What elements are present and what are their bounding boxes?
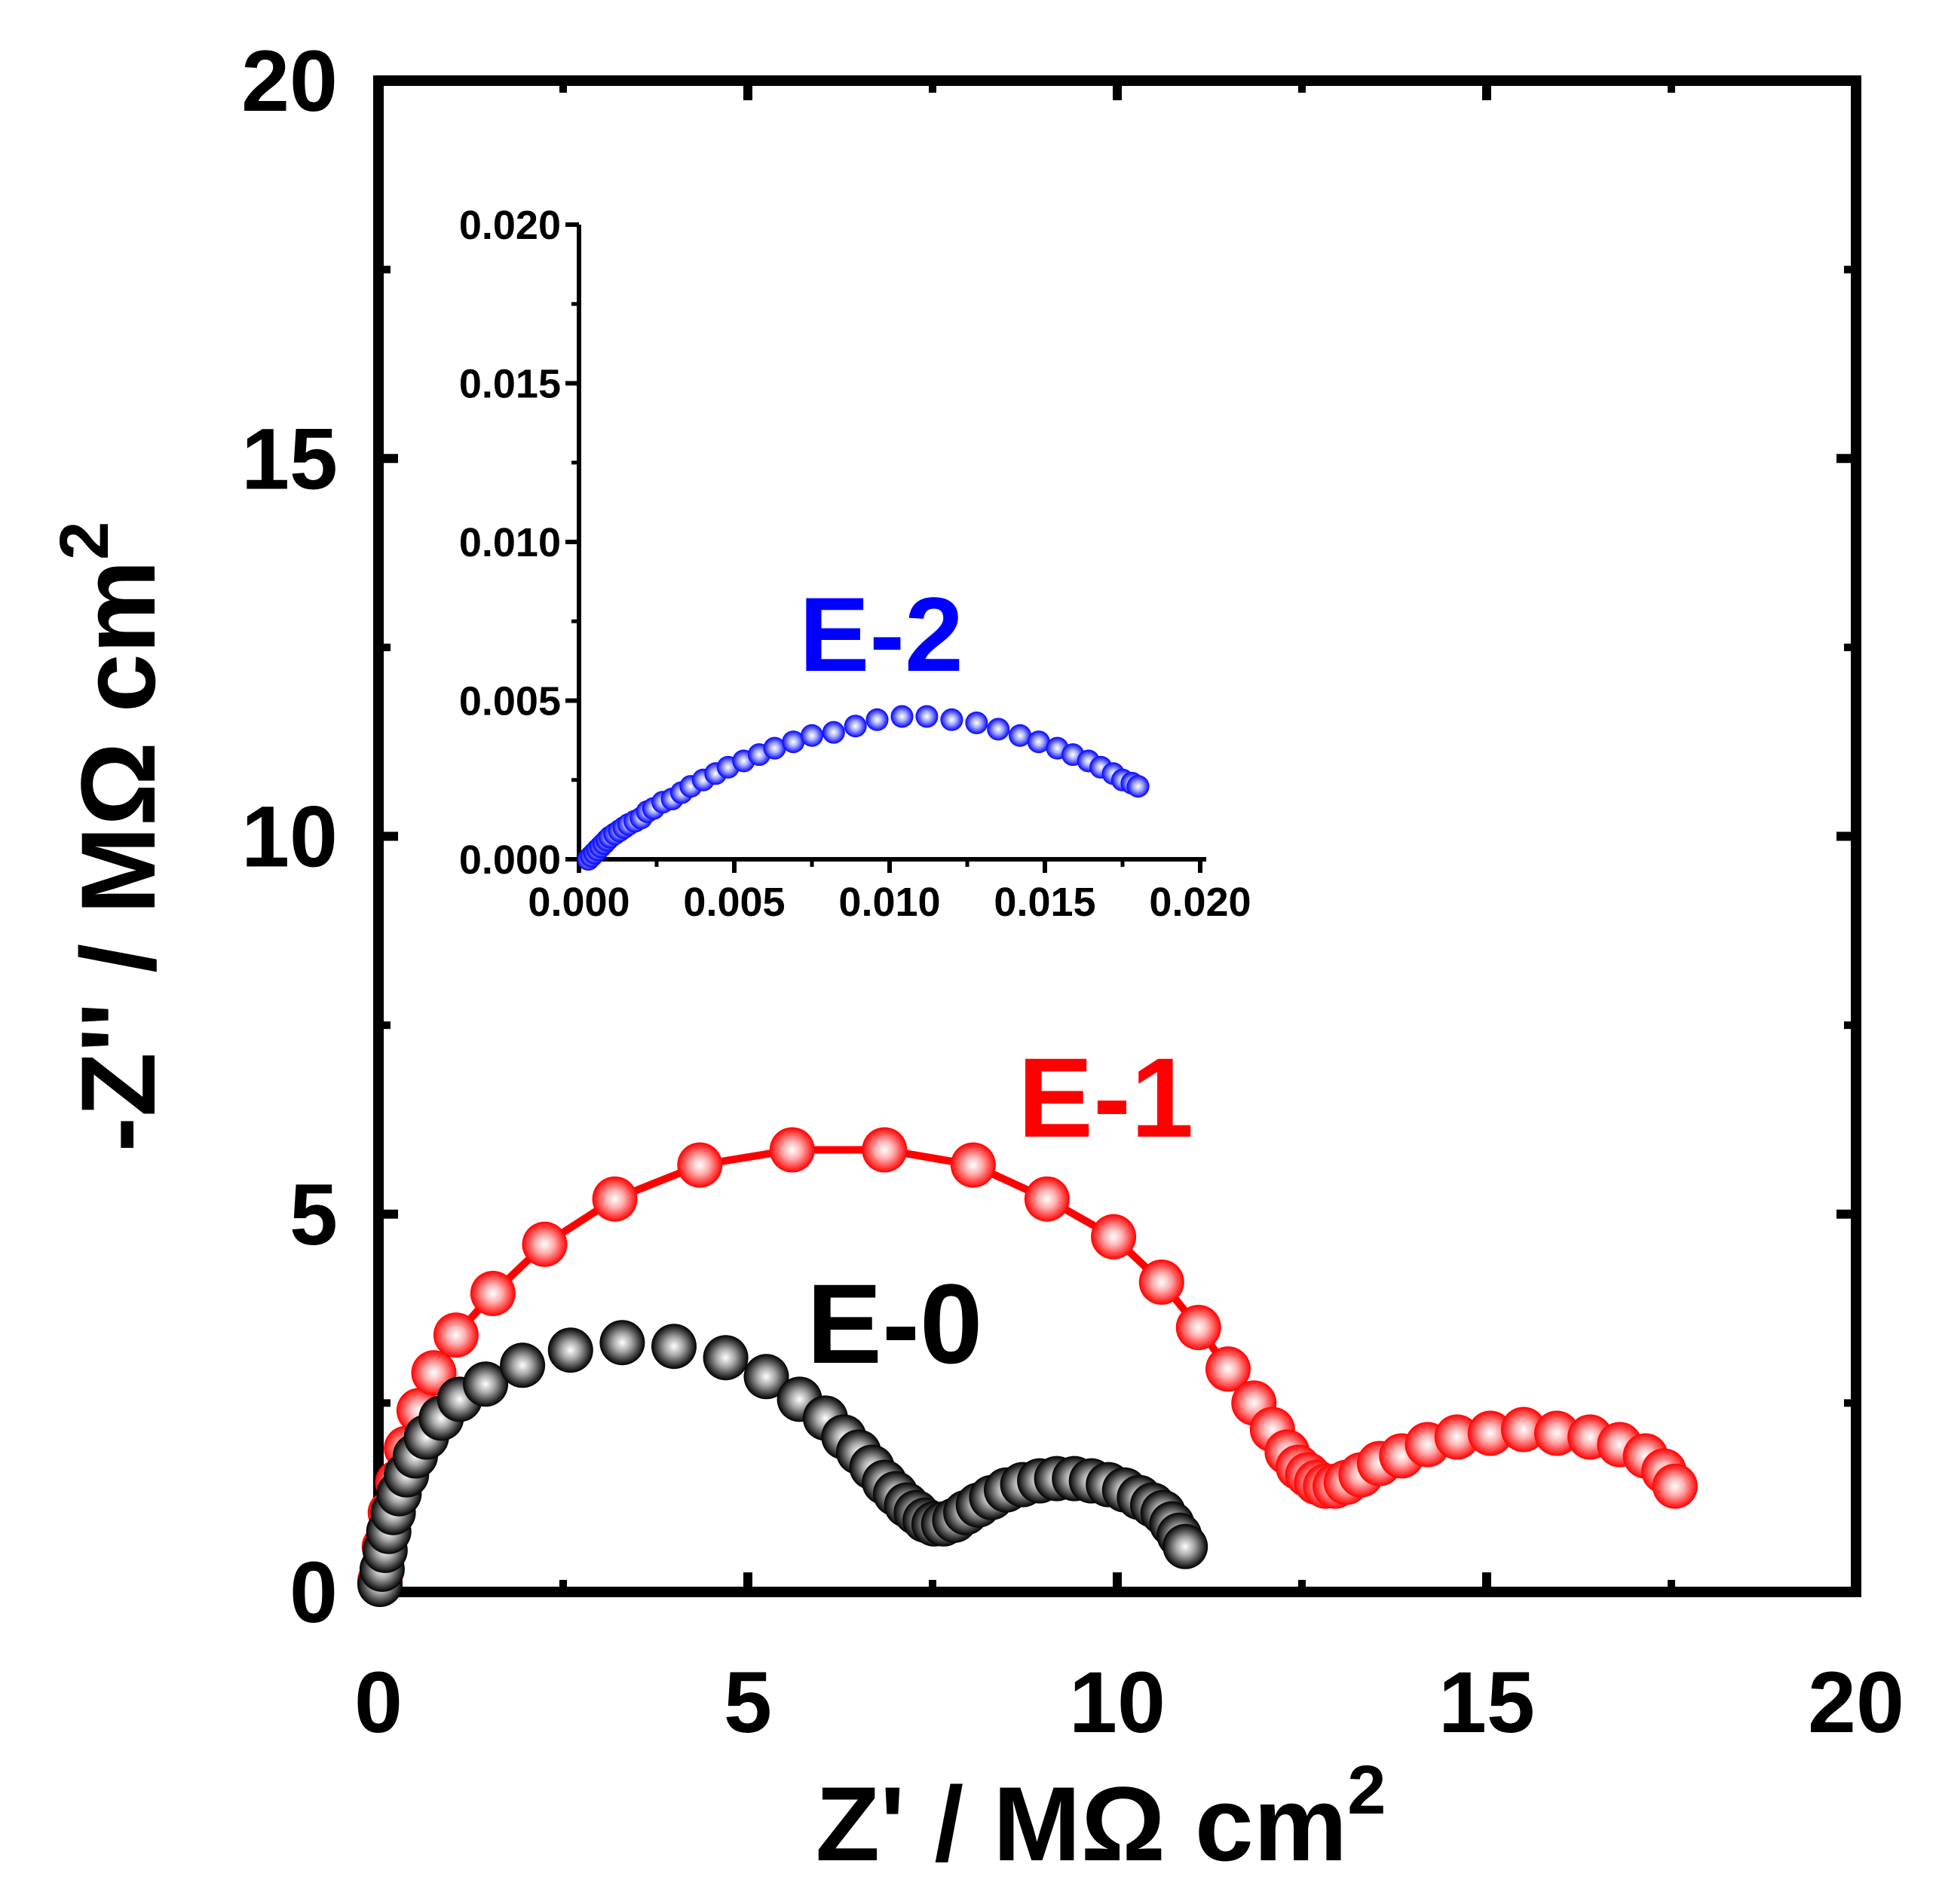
data-point-e-0 <box>463 1361 509 1407</box>
data-point-e-0 <box>743 1354 789 1400</box>
inset-data-point-e-2 <box>965 712 988 734</box>
data-point-e-0 <box>547 1327 593 1373</box>
inset-data-point-e-2 <box>822 721 845 744</box>
inset-data-point-e-2 <box>890 705 914 728</box>
inset-x-tick-label: 0.005 <box>683 880 785 925</box>
y-tick-label: 10 <box>241 789 338 886</box>
data-point-e-1 <box>1024 1176 1070 1222</box>
x-axis-title: Z' / MΩ cm2 <box>816 1752 1386 1883</box>
data-point-e-1 <box>433 1312 479 1358</box>
data-point-e-1 <box>1652 1463 1698 1509</box>
inset-x-tick-label: 0.010 <box>838 880 940 925</box>
data-point-e-0 <box>651 1324 697 1370</box>
x-tick-label: 0 <box>354 1655 403 1751</box>
inset-data-point-e-2 <box>844 715 867 738</box>
series-label-e1: E-1 <box>1018 1034 1193 1161</box>
inset-y-tick-label: 0.020 <box>459 203 561 248</box>
inset-y-tick-label: 0.000 <box>459 837 561 883</box>
data-point-e-0 <box>500 1342 546 1388</box>
data-point-e-1 <box>1091 1214 1137 1260</box>
data-point-e-1 <box>592 1176 638 1222</box>
inset-data-point-e-2 <box>763 736 786 760</box>
x-tick-label: 10 <box>1069 1655 1166 1751</box>
inset-data-point-e-2 <box>801 724 823 747</box>
y-axis-title: -Z'' / MΩ cm2 <box>46 522 177 1153</box>
data-point-e-0 <box>703 1335 749 1381</box>
data-point-e-1 <box>862 1127 908 1173</box>
x-axis-title-text: Z' / MΩ cm <box>816 1765 1348 1883</box>
y-tick-label: 5 <box>289 1167 338 1263</box>
data-point-e-1 <box>1434 1414 1480 1460</box>
y-tick-label: 15 <box>241 411 338 507</box>
inset-data-point-e-2 <box>915 705 939 728</box>
inset-x-tick-label: 0.000 <box>528 880 629 925</box>
x-tick-label: 5 <box>724 1655 772 1751</box>
inset-y-tick-label: 0.010 <box>459 520 561 565</box>
series-label-e0: E-0 <box>807 1260 982 1387</box>
data-point-e-0 <box>1162 1523 1208 1569</box>
inset-data-point-e-2 <box>940 708 963 731</box>
data-point-e-1 <box>470 1271 516 1316</box>
series-label-e2: E-2 <box>799 575 963 693</box>
data-point-e-1 <box>1501 1407 1546 1452</box>
x-tick-label: 15 <box>1438 1655 1535 1751</box>
inset-x-tick-label: 0.015 <box>994 880 1095 925</box>
y-tick-label: 20 <box>241 33 338 130</box>
data-point-e-1 <box>1534 1410 1580 1456</box>
y-tick-label: 0 <box>289 1544 338 1641</box>
inset-x-tick-label: 0.020 <box>1149 880 1251 925</box>
main-axis-ticks: 00 5 5 10 10 15 15 20 20 <box>241 33 1904 1751</box>
inset-series-layer <box>577 705 1150 871</box>
x-axis-title-superscript: 2 <box>1347 1752 1386 1829</box>
inset-data-point-e-2 <box>987 718 1010 741</box>
data-point-e-1 <box>950 1142 996 1188</box>
inset-data-point-e-2 <box>782 730 805 754</box>
inset-y-tick-label: 0.005 <box>459 679 561 724</box>
data-point-e-1 <box>1138 1260 1184 1305</box>
data-point-e-1 <box>1205 1346 1251 1392</box>
data-point-e-1 <box>1467 1410 1513 1456</box>
inset-data-point-e-2 <box>1126 775 1150 798</box>
data-point-e-1 <box>769 1127 815 1173</box>
y-axis-title-superscript: 2 <box>46 522 123 560</box>
data-point-e-1 <box>677 1142 723 1188</box>
inset-data-point-e-2 <box>1009 724 1031 747</box>
data-point-e-0 <box>599 1320 645 1366</box>
inset-data-point-e-2 <box>865 708 889 731</box>
main-series-layer <box>357 1127 1698 1607</box>
y-axis-title-text: -Z'' / MΩ cm <box>59 560 177 1153</box>
x-tick-label: 20 <box>1808 1655 1904 1751</box>
data-point-e-1 <box>522 1221 568 1267</box>
inset-data-point-e-2 <box>1027 730 1050 754</box>
data-point-e-1 <box>1175 1305 1221 1351</box>
inset-y-tick-label: 0.015 <box>459 362 561 407</box>
